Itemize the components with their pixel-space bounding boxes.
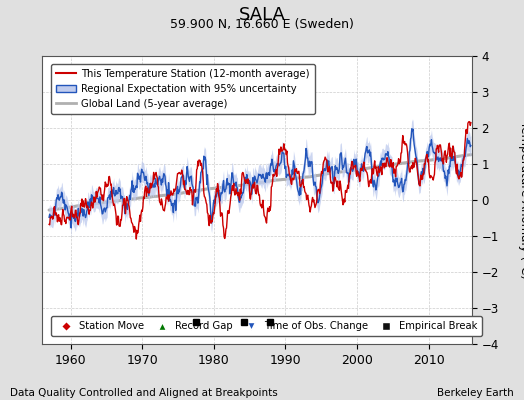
Text: 59.900 N, 16.660 E (Sweden): 59.900 N, 16.660 E (Sweden) — [170, 18, 354, 31]
Text: Berkeley Earth: Berkeley Earth — [437, 388, 514, 398]
Text: SALA: SALA — [238, 6, 286, 24]
Y-axis label: Temperature Anomaly (°C): Temperature Anomaly (°C) — [518, 121, 524, 279]
Text: Data Quality Controlled and Aligned at Breakpoints: Data Quality Controlled and Aligned at B… — [10, 388, 278, 398]
Legend: Station Move, Record Gap, Time of Obs. Change, Empirical Break: Station Move, Record Gap, Time of Obs. C… — [51, 316, 483, 336]
